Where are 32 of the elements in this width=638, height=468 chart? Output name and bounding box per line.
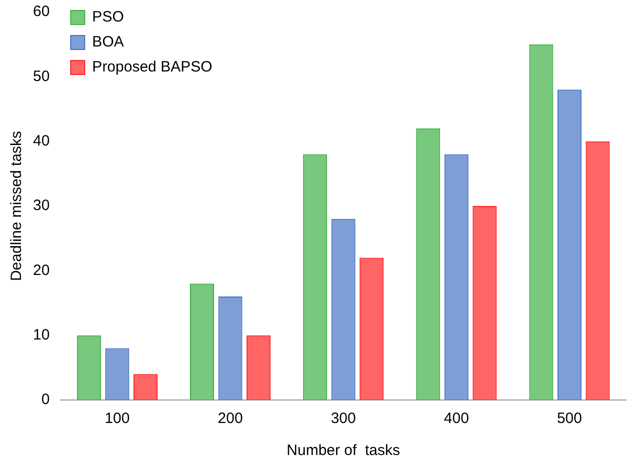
- bar: [472, 206, 497, 400]
- bar: [190, 284, 214, 400]
- x-tick-label: 100: [104, 410, 130, 428]
- legend-label: BOA: [92, 34, 124, 51]
- bar: [246, 335, 271, 400]
- bar: [105, 348, 130, 400]
- bar: [416, 128, 440, 400]
- bar: [557, 90, 582, 400]
- y-tick-label: 30: [32, 197, 50, 214]
- bar: [303, 154, 328, 400]
- bar: [529, 44, 554, 400]
- x-axis-title: Number of tasks: [286, 442, 400, 460]
- bar: [586, 141, 610, 400]
- bar: [360, 258, 384, 400]
- legend-label: Proposed BAPSO: [92, 58, 212, 76]
- x-tick-label: 400: [444, 410, 469, 428]
- x-tick-label: 300: [330, 410, 356, 428]
- y-tick-label: 60: [32, 3, 50, 20]
- y-tick-label: 10: [32, 326, 50, 344]
- x-tick-label: 500: [556, 410, 582, 428]
- y-axis-title: Deadline missed tasks: [8, 130, 26, 282]
- bar: [133, 374, 158, 400]
- bar: [331, 218, 356, 400]
- y-tick-label: 40: [32, 132, 50, 150]
- bar: [76, 335, 101, 400]
- y-tick-label: 0: [41, 391, 50, 408]
- legend-label: PSO: [92, 8, 124, 26]
- y-tick-label: 50: [32, 68, 50, 85]
- y-tick-label: 20: [32, 262, 50, 279]
- bar: [444, 154, 468, 400]
- x-tick-label: 200: [218, 410, 243, 428]
- bar: [218, 296, 242, 400]
